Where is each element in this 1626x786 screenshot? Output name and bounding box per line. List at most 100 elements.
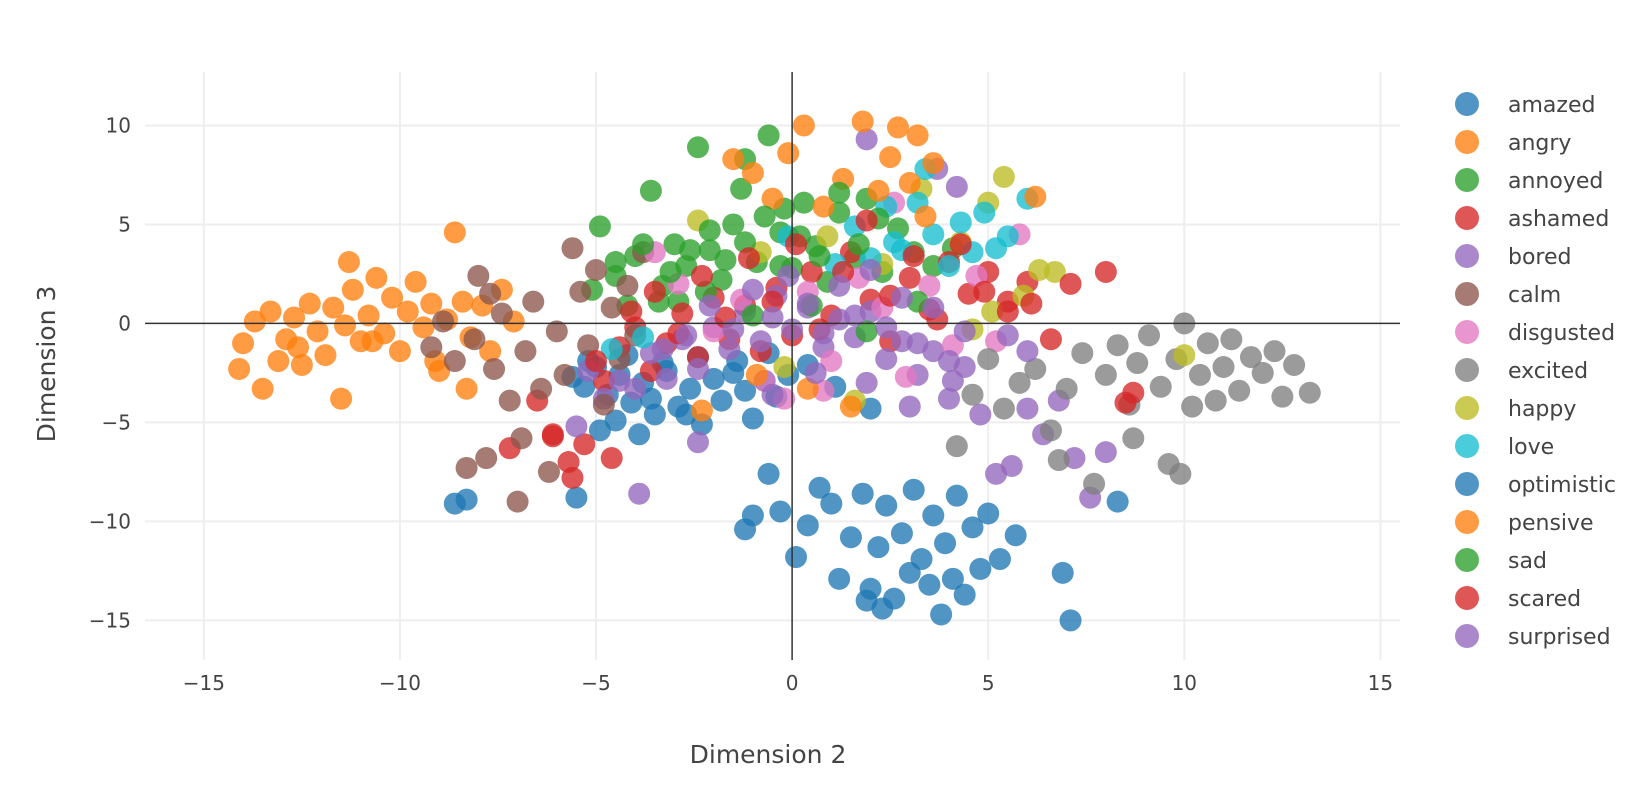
legend-item-pensive[interactable]: pensive	[1455, 510, 1594, 536]
legend-item-love[interactable]: love	[1455, 434, 1554, 460]
data-point	[620, 300, 643, 323]
data-point	[996, 300, 1019, 323]
data-point	[267, 350, 290, 373]
data-point	[890, 522, 913, 545]
data-point	[749, 330, 772, 353]
legend-item-disgusted[interactable]: disgusted	[1455, 320, 1615, 346]
data-point	[306, 320, 329, 343]
data-point	[890, 286, 913, 309]
data-point	[498, 389, 521, 412]
data-point	[565, 415, 588, 438]
legend-item-happy[interactable]: happy	[1455, 396, 1576, 422]
legend-item-amazed[interactable]: amazed	[1455, 92, 1595, 118]
data-point	[710, 389, 733, 412]
data-point	[855, 209, 878, 232]
data-point	[604, 409, 627, 432]
data-point	[1212, 355, 1235, 378]
data-point	[537, 460, 560, 483]
data-point	[1024, 185, 1047, 208]
data-point	[820, 492, 843, 515]
data-point	[737, 247, 760, 270]
data-point	[820, 350, 843, 373]
legend-item-calm[interactable]: calm	[1455, 282, 1561, 308]
data-point	[675, 324, 698, 347]
data-point	[655, 367, 678, 390]
data-point	[334, 314, 357, 337]
legend-item-optimistic[interactable]: optimistic	[1455, 472, 1616, 498]
data-point	[898, 395, 921, 418]
data-point	[290, 354, 313, 377]
legend-label: surprised	[1508, 625, 1611, 650]
legend-item-ashamed[interactable]: ashamed	[1455, 206, 1609, 232]
legend-item-bored[interactable]: bored	[1455, 244, 1572, 270]
data-point	[792, 191, 815, 214]
data-point	[953, 583, 976, 606]
legend-marker	[1455, 244, 1479, 268]
data-point	[565, 486, 588, 509]
legend-item-surprised[interactable]: surprised	[1455, 624, 1611, 650]
data-point	[251, 377, 274, 400]
data-point	[741, 278, 764, 301]
data-point	[506, 490, 529, 513]
data-point	[875, 348, 898, 371]
data-point	[761, 383, 784, 406]
data-point	[286, 336, 309, 359]
data-point	[651, 338, 674, 361]
data-point	[1271, 385, 1294, 408]
series-angry	[228, 221, 525, 410]
data-point	[388, 340, 411, 363]
x-tick-label: −5	[581, 671, 610, 695]
data-point	[686, 357, 709, 380]
data-point	[561, 466, 584, 489]
data-point	[443, 350, 466, 373]
data-point	[592, 369, 615, 392]
legend-marker	[1455, 282, 1479, 306]
data-point	[690, 264, 713, 287]
data-point	[604, 251, 627, 274]
y-tick-label: −10	[89, 509, 131, 533]
data-point	[898, 171, 921, 194]
data-point	[941, 369, 964, 392]
series-excited	[945, 312, 1321, 495]
x-tick-label: −10	[379, 671, 421, 695]
data-point	[777, 264, 800, 287]
legend-marker	[1455, 510, 1479, 534]
data-point	[906, 124, 929, 147]
legend-item-angry[interactable]: angry	[1455, 130, 1571, 156]
data-point	[828, 274, 851, 297]
legend-marker	[1455, 320, 1479, 344]
data-point	[698, 239, 721, 262]
data-point	[483, 357, 506, 380]
data-point	[945, 175, 968, 198]
legend-item-sad[interactable]: sad	[1455, 548, 1547, 574]
data-point	[741, 407, 764, 430]
data-point	[871, 597, 894, 620]
data-point	[530, 377, 553, 400]
y-tick-label: 0	[118, 311, 131, 335]
y-tick-label: 5	[118, 212, 131, 236]
data-point	[730, 177, 753, 200]
data-point	[902, 478, 925, 501]
legend-label: disgusted	[1508, 321, 1615, 346]
data-point	[808, 245, 831, 268]
legend: amazed angry annoyed ashamed bored calm disgus…	[1455, 92, 1616, 650]
data-point	[1094, 260, 1117, 283]
data-point	[828, 181, 851, 204]
data-point	[1298, 381, 1321, 404]
legend-label: calm	[1508, 283, 1561, 308]
data-point	[1188, 363, 1211, 386]
data-point	[867, 179, 890, 202]
legend-item-scared[interactable]: scared	[1455, 586, 1581, 612]
legend-label: scared	[1508, 587, 1581, 612]
data-point	[686, 136, 709, 159]
legend-item-excited[interactable]: excited	[1455, 358, 1588, 384]
data-point	[718, 338, 741, 361]
data-point	[745, 363, 768, 386]
data-point	[357, 304, 380, 327]
data-point	[973, 280, 996, 303]
legend-item-annoyed[interactable]: annoyed	[1455, 168, 1603, 194]
data-point	[1228, 379, 1251, 402]
data-point	[592, 393, 615, 416]
data-point	[232, 332, 255, 355]
data-point	[330, 387, 353, 410]
